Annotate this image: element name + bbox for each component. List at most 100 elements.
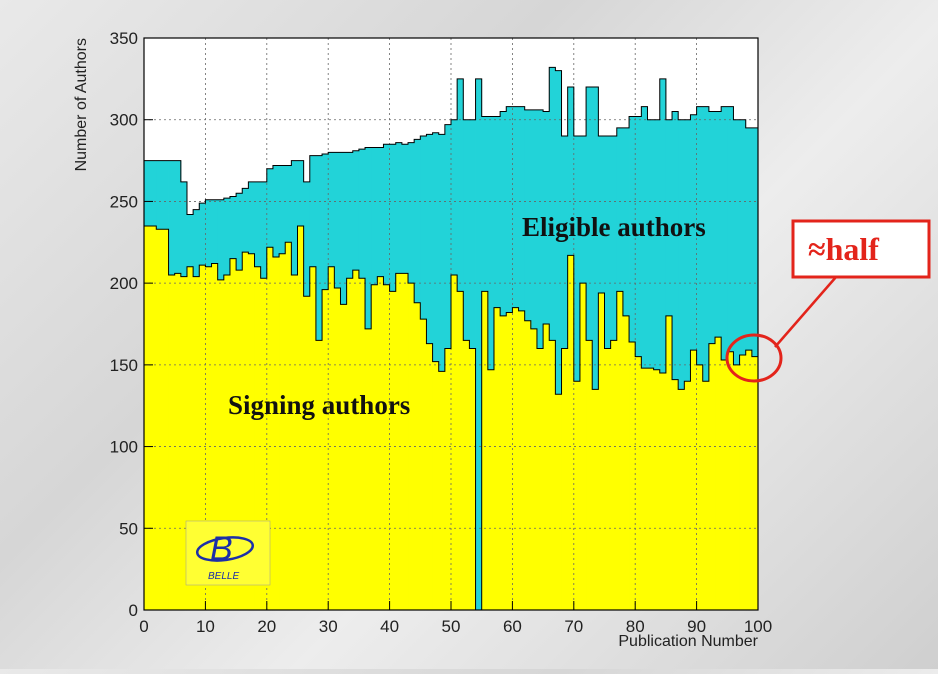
signing-authors-bar [291,274,298,610]
signing-authors-bar [352,270,360,610]
signing-authors-bar [622,315,630,610]
signing-authors-bar [610,340,618,610]
eligible-authors-bar [702,106,710,610]
signing-authors-bar [567,255,575,611]
signing-authors-bar [635,356,642,610]
signing-authors-bar [702,381,710,610]
belle-swoosh-icon [195,536,255,562]
signing-authors-bar [371,284,378,610]
signing-authors-bar [518,310,526,610]
signing-authors-bar [715,337,722,610]
eligible-authors-bar [573,136,581,611]
y-tick-label: 0 [129,601,138,620]
eligible-authors-label: Eligible authors [522,212,706,242]
signing-authors-bar [573,381,581,610]
signing-authors-bar [168,274,176,610]
half-callout-box [791,219,931,279]
signing-authors-bar [358,278,366,610]
eligible-authors-bar [549,67,556,611]
signing-authors-bar [684,381,691,610]
signing-authors-bar [512,307,519,610]
x-tick-label: 10 [196,617,215,636]
signing-authors-bar [254,266,262,610]
signing-authors-bar [739,355,747,610]
signing-authors-bar [395,273,403,610]
signing-authors-bar [383,284,390,610]
x-tick-label: 0 [139,617,148,636]
signing-authors-bar [500,315,507,610]
signing-authors-bar [414,302,421,610]
x-tick-label: 100 [744,617,772,636]
signing-authors-bar [647,368,655,610]
signing-authors-bar [162,229,169,610]
eligible-authors-bar [659,78,667,611]
signing-authors-bar [260,278,268,610]
x-tick-label: 60 [503,617,522,636]
signing-authors-bar [426,343,433,610]
signing-authors-bar [150,225,157,610]
signing-authors-bar [205,266,212,610]
signing-authors-bar [659,373,667,610]
x-tick-label: 20 [257,617,276,636]
signing-authors-bar [377,276,384,610]
signing-authors-bar [408,283,415,610]
signing-authors-bar [156,229,163,610]
plot-area: 0 10 20 30 40 50 60 70 80 90 100 0 50 100 150 200 250 300… [73,29,772,650]
signing-authors-bar [420,319,427,610]
signing-authors-bar [180,276,188,610]
signing-authors-bar [536,348,544,610]
annotation-layer: Eligible authors Signing authors ≈half B… [185,212,931,586]
signing-authors-bar [598,292,605,610]
signing-authors-bar [242,252,249,610]
signing-authors-bar [272,256,280,610]
y-tick-label: 150 [110,356,138,375]
signing-authors-bar [586,340,593,610]
eligible-authors-bar [555,70,562,610]
signing-authors-bar [248,253,255,610]
signing-authors-bar [604,348,612,610]
signing-authors-bar [303,296,311,610]
signing-authors-bar [328,266,335,610]
y-tick-label: 200 [110,274,138,293]
signing-authors-bar [745,350,753,610]
eligible-authors-bar [696,106,704,610]
signing-authors-bar [315,340,323,610]
y-axis-title: Number of Authors [73,38,90,171]
y-tick-label: 250 [110,192,138,211]
signing-authors-bar [279,253,286,610]
eligible-authors-bar [653,119,661,610]
signing-authors-bar [549,340,556,610]
signing-authors-bar [229,258,237,610]
signing-authors-bar [346,278,354,610]
callout-pointer-line [774,276,837,348]
signing-authors-bar [708,343,716,610]
signing-authors-bar [641,368,648,610]
y-tick-label: 350 [110,29,138,48]
signing-authors-bar [555,394,562,610]
signing-authors-bar [451,274,458,610]
half-callout-text: ≈half [808,231,879,267]
x-tick-label: 40 [380,617,399,636]
signing-authors-bar [487,369,495,610]
signing-authors-bar [340,304,348,610]
y-tick-label: 50 [119,519,138,538]
signing-authors-bar [592,389,599,610]
eligible-authors-bar [684,119,691,610]
signing-authors-bar [438,371,446,610]
signing-authors-bar [285,242,292,611]
signing-authors-bar [322,289,329,610]
signing-authors-bar [236,270,243,610]
signing-authors-bar [629,341,636,610]
signing-authors-bar [389,291,397,610]
signing-authors-bar [579,283,587,610]
signing-authors-bar [543,324,550,610]
callout-circle [725,333,783,383]
x-axis-title: Publication Number [618,633,758,650]
signing-authors-bar [223,274,231,610]
signing-authors-bar [444,348,452,610]
signing-authors-outline [144,225,758,611]
signing-authors-bar [186,266,194,610]
belle-b-mark: B [210,530,233,568]
